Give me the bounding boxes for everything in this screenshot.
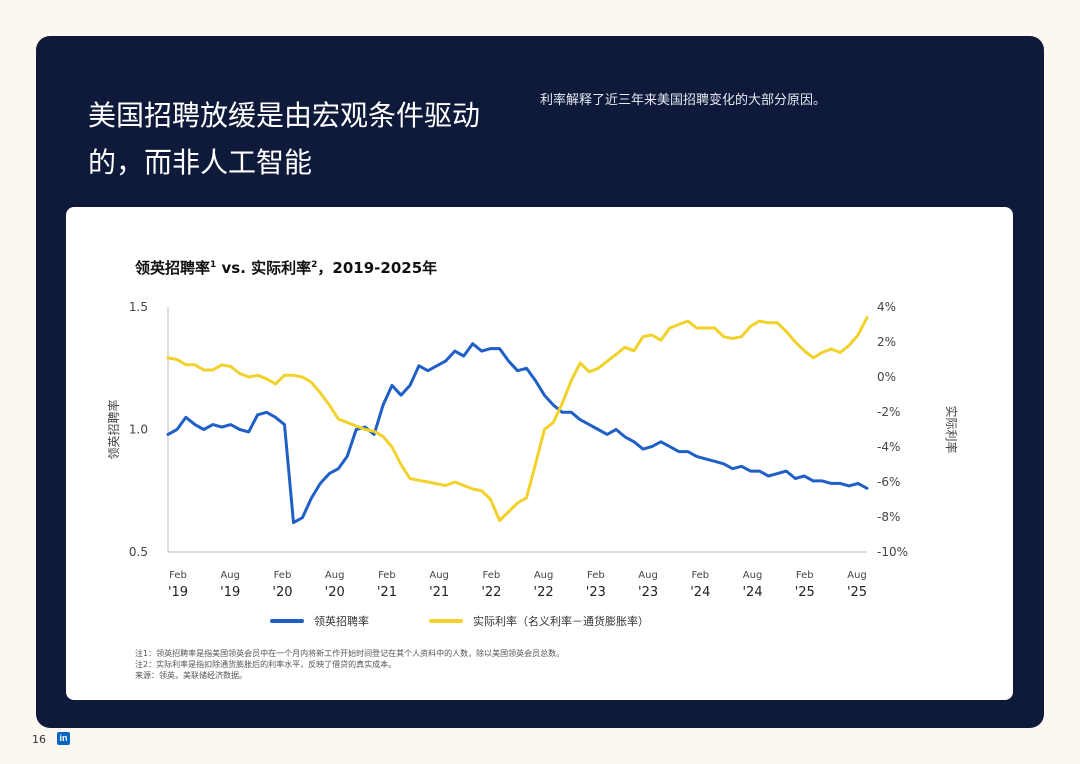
legend-swatch-hiring xyxy=(270,619,304,623)
legend-item-hiring: 领英招聘率 xyxy=(270,613,369,629)
x-tick-year: '22 xyxy=(534,585,554,600)
x-tick-month: Feb xyxy=(587,570,605,581)
chart-title-footnote-2: 2 xyxy=(311,260,318,270)
line-chart: 1.5 1.0 0.5 4% 2% 0% -2% -4% -6% -8% -10% 领英招聘率 实际利率… xyxy=(106,300,959,600)
chart-title: 领英招聘率1 vs. 实际利率2，2019-2025年 xyxy=(135,257,437,278)
page-number: 16 xyxy=(32,733,46,746)
chart-title-years: ，2019-2025年 xyxy=(317,259,438,277)
x-tick-month: Feb xyxy=(274,570,292,581)
note-2: 注2：实际利率是指扣除通货膨胀后的利率水平，反映了借贷的真实成本。 xyxy=(135,660,397,669)
legend-swatch-real-rate xyxy=(429,619,463,623)
left-tick-label: 0.5 xyxy=(129,545,148,559)
x-tick-month: Feb xyxy=(378,570,396,581)
right-tick-label: -10% xyxy=(877,545,908,559)
x-tick-month: Aug xyxy=(325,570,345,581)
series-line-hiring-rate xyxy=(166,342,869,525)
right-tick-label: 0% xyxy=(877,370,896,384)
chart-notes: 注1：领英招聘率是指美国领英会员中在一个月内将新工作开始时间登记在其个人资料中的… xyxy=(135,648,564,681)
x-tick-year: '25 xyxy=(795,585,815,600)
x-tick-year: '19 xyxy=(168,585,188,600)
right-tick-label: -4% xyxy=(877,440,900,454)
x-tick-year: '23 xyxy=(638,585,658,600)
series-line-real-rate xyxy=(166,316,869,522)
left-tick-label: 1.5 xyxy=(129,300,148,314)
x-tick-month: Aug xyxy=(638,570,658,581)
legend-item-real-rate: 实际利率（名义利率－通货膨胀率） xyxy=(429,613,649,629)
chart-legend: 领英招聘率 实际利率（名义利率－通货膨胀率） xyxy=(270,613,649,629)
linkedin-logo-icon[interactable]: in xyxy=(57,732,70,745)
left-axis-title: 领英招聘率 xyxy=(106,399,121,459)
x-tick-year: '19 xyxy=(220,585,240,600)
x-tick-year: '20 xyxy=(272,585,292,600)
note-1: 注1：领英招聘率是指美国领英会员中在一个月内将新工作开始时间登记在其个人资料中的… xyxy=(135,649,565,658)
source-note: 来源：领英，美联储经济数据。 xyxy=(135,671,247,680)
x-tick-year: '24 xyxy=(690,585,710,600)
legend-label-real-rate: 实际利率（名义利率－通货膨胀率） xyxy=(473,615,649,628)
page-headline: 美国招聘放缓是由宏观条件驱动的，而非人工智能 xyxy=(88,99,481,179)
x-tick-month: Aug xyxy=(847,570,867,581)
chart-title-main: 领英招聘率 xyxy=(135,259,211,277)
right-tick-label: -6% xyxy=(877,475,900,489)
chart-title-footnote-1: 1 xyxy=(210,260,217,270)
page-subhead: 利率解释了近三年来美国招聘变化的大部分原因。 xyxy=(540,93,827,108)
x-tick-month: Aug xyxy=(534,570,554,581)
x-tick-month: Aug xyxy=(429,570,449,581)
x-tick-year: '24 xyxy=(742,585,762,600)
x-tick-year: '23 xyxy=(586,585,606,600)
x-tick-month: Feb xyxy=(483,570,501,581)
x-tick-month: Aug xyxy=(743,570,763,581)
x-tick-month: Aug xyxy=(220,570,240,581)
x-tick-month: Feb xyxy=(796,570,814,581)
right-axis-title: 实际利率 xyxy=(944,405,959,453)
right-tick-label: 2% xyxy=(877,335,896,349)
x-tick-year: '25 xyxy=(847,585,867,600)
x-tick-year: '21 xyxy=(377,585,397,600)
x-tick-year: '22 xyxy=(481,585,501,600)
legend-label-hiring: 领英招聘率 xyxy=(314,615,369,628)
x-tick-month: Feb xyxy=(691,570,709,581)
right-tick-label: -8% xyxy=(877,510,900,524)
right-tick-label: 4% xyxy=(877,300,896,314)
chart-title-vs: vs. 实际利率 xyxy=(216,259,312,277)
right-tick-label: -2% xyxy=(877,405,900,419)
x-tick-year: '20 xyxy=(325,585,345,600)
x-tick-month: Feb xyxy=(169,570,187,581)
x-tick-year: '21 xyxy=(429,585,449,600)
left-tick-label: 1.0 xyxy=(129,423,148,437)
